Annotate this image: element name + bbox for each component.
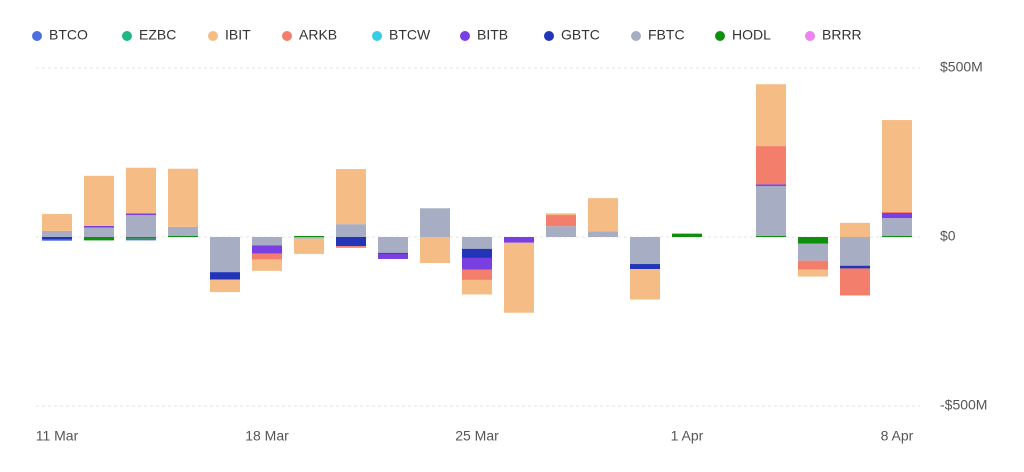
bar-segment: [168, 226, 198, 236]
bar-segment: [882, 213, 912, 219]
bar-segment: [462, 248, 492, 258]
legend: BTCO EZBC IBIT ARKB BTCW BITB GBTC FBTC HODL BRRR: [32, 27, 862, 43]
bar-segment: [882, 211, 912, 214]
bar-segment: [42, 239, 72, 241]
bar-segment: [630, 269, 660, 300]
legend-marker: [805, 31, 815, 41]
bar-segment: [840, 222, 870, 237]
bar-segment: [756, 184, 786, 186]
bar-segment: [252, 253, 282, 260]
legend-label: EZBC: [139, 27, 176, 43]
legend-marker: [715, 31, 725, 41]
y-tick-label: $500M: [940, 59, 983, 75]
bar-segment: [210, 237, 240, 273]
bar-segment: [756, 146, 786, 185]
bar-segment: [504, 237, 534, 243]
bar-segment: [588, 198, 618, 232]
legend-marker: [282, 31, 292, 41]
bar-segment: [294, 235, 324, 237]
bar-segment: [798, 260, 828, 270]
bar-segment: [546, 226, 576, 237]
bar-segment: [252, 245, 282, 254]
bar-segment: [84, 237, 114, 241]
x-tick-label: 25 Mar: [455, 428, 499, 444]
bar-segment: [420, 208, 450, 237]
bar-segment: [294, 238, 324, 254]
x-tick-label: 11 Mar: [36, 428, 79, 444]
bar-segment: [84, 175, 114, 226]
bar-segment: [252, 259, 282, 271]
bar-segment: [882, 120, 912, 212]
bar-segment: [336, 246, 366, 248]
bar-segment: [42, 230, 72, 237]
legend-label: HODL: [732, 27, 771, 43]
legend-label: ARKB: [299, 27, 337, 43]
bar-segment: [588, 231, 618, 237]
legend-label: BITB: [477, 27, 508, 43]
bar-segment: [462, 269, 492, 280]
bar-segment: [42, 237, 72, 240]
legend-marker: [208, 31, 218, 41]
bar-segment: [756, 84, 786, 147]
x-tick-label: 8 Apr: [881, 428, 914, 444]
bar-segment: [756, 235, 786, 237]
bar-segment: [462, 279, 492, 295]
bar-segment: [882, 235, 912, 237]
legend-marker: [122, 31, 132, 41]
bar-segment: [378, 252, 408, 254]
bar-segment: [84, 227, 114, 237]
bar-segment: [672, 233, 702, 237]
legend-marker: [372, 31, 382, 41]
bar-segment: [294, 237, 324, 239]
legend-label: BRRR: [822, 27, 862, 43]
bar-segment: [630, 264, 660, 270]
bar-segment: [126, 215, 156, 237]
legend-marker: [32, 31, 42, 41]
bar-segment: [798, 243, 828, 261]
bar-segment: [336, 169, 366, 225]
bar-segment: [840, 237, 870, 266]
bar-segment: [126, 213, 156, 216]
bar-segment: [126, 167, 156, 214]
legend-label: IBIT: [225, 27, 251, 43]
bar-segment: [462, 237, 492, 249]
legend-label: BTCO: [49, 27, 88, 43]
bar-segment: [210, 279, 240, 293]
bar-segment: [378, 237, 408, 253]
y-tick-label: $0: [940, 228, 956, 244]
bar-segment: [168, 235, 198, 237]
bar-segment: [126, 238, 156, 241]
bar-segment: [546, 215, 576, 227]
bar-segment: [168, 168, 198, 227]
bar-segment: [546, 213, 576, 216]
bar-segment: [840, 268, 870, 296]
bar-segment: [840, 265, 870, 269]
bar-segment: [378, 253, 408, 259]
bar-segment: [462, 257, 492, 270]
bar-segment: [798, 269, 828, 277]
legend-marker: [631, 31, 641, 41]
bar-segment: [630, 237, 660, 265]
legend-marker: [460, 31, 470, 41]
bar-segment: [42, 214, 72, 231]
x-tick-label: 1 Apr: [671, 428, 704, 444]
bar-segment: [336, 224, 366, 237]
legend-label: FBTC: [648, 27, 685, 43]
x-tick-label: 18 Mar: [245, 428, 289, 444]
y-tick-label: -$500M: [940, 397, 987, 413]
legend-label: BTCW: [389, 27, 431, 43]
bar-segment: [504, 242, 534, 313]
legend-label: GBTC: [561, 27, 600, 43]
bar-segment: [798, 237, 828, 244]
bar-segment: [210, 272, 240, 280]
bar-segment: [756, 185, 786, 236]
bar-segment: [420, 237, 450, 264]
bar-segment: [126, 237, 156, 239]
bar-segment: [336, 237, 366, 247]
bar-segment: [84, 225, 114, 228]
bar-segment: [252, 237, 282, 246]
legend-marker: [544, 31, 554, 41]
bar-segment: [882, 218, 912, 236]
